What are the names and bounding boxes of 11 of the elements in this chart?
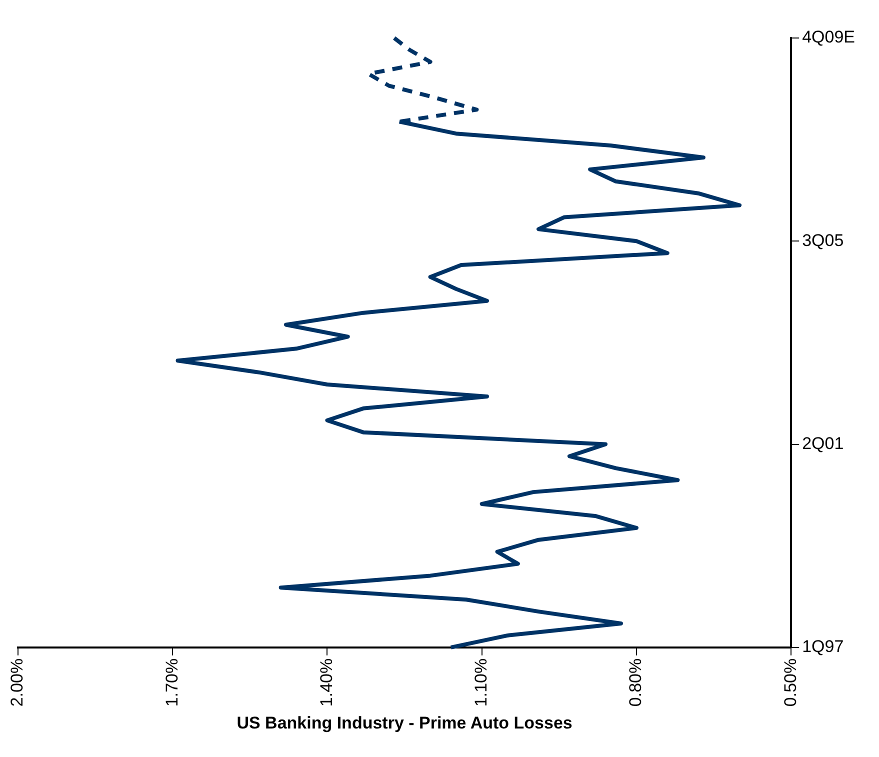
x-tick-label: 1.40% bbox=[316, 658, 336, 707]
x-tick-label: 0.50% bbox=[780, 658, 800, 707]
x-tick-label: 2.00% bbox=[8, 658, 27, 707]
x-tick-label: 0.80% bbox=[626, 658, 646, 707]
x-tick-label: 1.70% bbox=[162, 658, 182, 707]
y-tick-label: 2Q01 bbox=[802, 434, 844, 453]
x-tick-label: 1.10% bbox=[472, 658, 491, 707]
x-axis-title: US Banking Industry - Prime Auto Losses bbox=[236, 713, 572, 732]
y-tick-label: 4Q09E bbox=[802, 28, 856, 47]
y-tick-label: 3Q05 bbox=[802, 230, 844, 250]
y-tick-label: 1Q97 bbox=[802, 637, 844, 656]
